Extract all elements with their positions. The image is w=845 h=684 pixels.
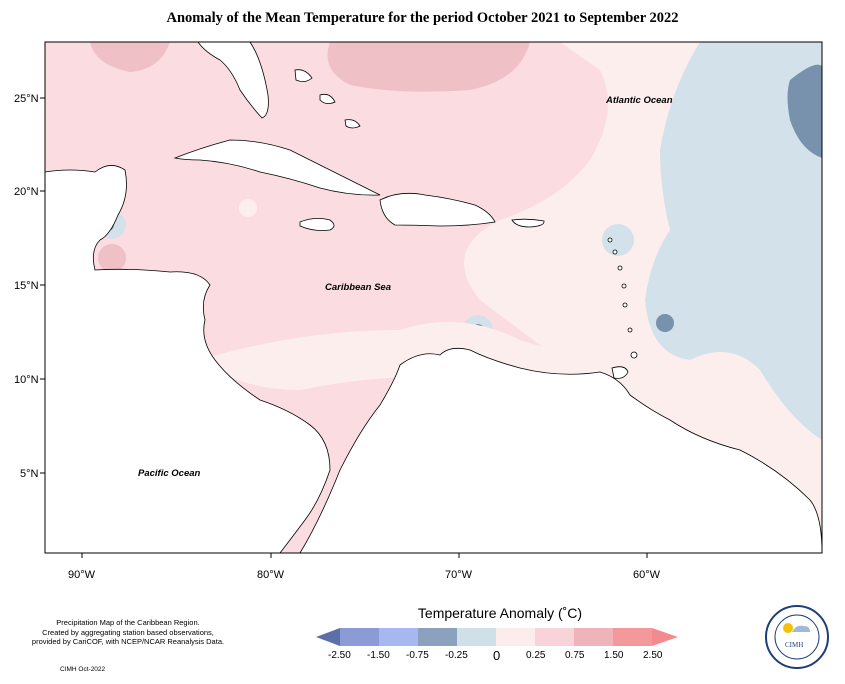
colorbar-segment — [496, 628, 535, 646]
label-pacific-ocean: Pacific Ocean — [138, 468, 201, 479]
map-title: Anomaly of the Mean Temperature for the … — [166, 10, 679, 26]
label-atlantic-ocean: Atlantic Ocean — [605, 95, 673, 106]
colorbar-arrow-low — [316, 628, 340, 646]
footer-note-line: Precipitation Map of the Caribbean Regio… — [56, 618, 200, 627]
legend-title: Temperature Anomaly (˚C) — [417, 605, 583, 621]
colorbar-tick: 0.25 — [526, 650, 546, 661]
lat-tick-20: 20°N — [14, 186, 39, 198]
sun-icon — [783, 623, 793, 633]
lon-tick-80: 80°W — [257, 569, 285, 581]
colorbar-tick: 0.75 — [565, 650, 585, 661]
land-masses — [45, 42, 822, 553]
lon-tick-60: 60°W — [633, 569, 661, 581]
lat-tick-5: 5°N — [20, 468, 39, 480]
anomaly-field — [45, 42, 822, 553]
cimh-logo: CIMH — [765, 605, 829, 669]
colorbar: -2.50 -1.50 -0.75 -0.25 0 0.25 0.75 1.50… — [316, 628, 678, 663]
colorbar-segment — [613, 628, 652, 646]
colorbar-segment — [340, 628, 379, 646]
lat-axis: 25°N 20°N 15°N 10°N 5°N — [14, 93, 45, 480]
colorbar-segment — [574, 628, 613, 646]
footer-note-line: provided by CariCOF, with NCEP/NCAR Rean… — [31, 637, 225, 646]
colorbar-tick: -0.25 — [445, 650, 468, 661]
lon-tick-90: 90°W — [68, 569, 96, 581]
logo-text: CIMH — [785, 641, 803, 649]
colorbar-arrow-high — [652, 628, 678, 646]
colorbar-tick: 1.50 — [604, 650, 624, 661]
colorbar-tick: -0.75 — [406, 650, 429, 661]
colorbar-tick: -2.50 — [328, 650, 351, 661]
footer-note-line: Created by aggregating station based obs… — [42, 627, 214, 637]
colorbar-tick: -1.50 — [367, 650, 390, 661]
colorbar-tick: 0 — [493, 648, 500, 663]
lon-axis: 90°W 80°W 70°W 60°W — [68, 553, 661, 581]
colorbar-segment — [379, 628, 418, 646]
label-caribbean-sea: Caribbean Sea — [325, 282, 391, 293]
footer-note: Precipitation Map of the Caribbean Regio… — [8, 618, 248, 647]
colorbar-segment — [418, 628, 457, 646]
footer-credit: CIMH Oct-2022 — [60, 666, 106, 673]
lon-tick-70: 70°W — [445, 569, 473, 581]
map-frame — [44, 41, 823, 554]
colorbar-tick: 2.50 — [643, 650, 663, 661]
lat-tick-25: 25°N — [14, 93, 39, 105]
colorbar-segment — [457, 628, 496, 646]
lat-tick-10: 10°N — [14, 374, 39, 386]
lat-tick-15: 15°N — [14, 280, 39, 292]
colorbar-segment — [535, 628, 574, 646]
cloud-icon — [792, 625, 810, 632]
